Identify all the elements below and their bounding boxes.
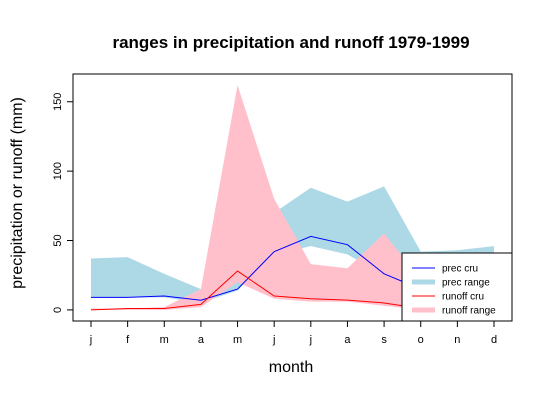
y-tick-label: 0: [52, 307, 64, 313]
x-tick-label: j: [89, 334, 92, 346]
x-tick-label: s: [381, 334, 387, 346]
chart-title: ranges in precipitation and runoff 1979-…: [112, 33, 469, 52]
y-tick-label: 100: [52, 162, 64, 180]
x-axis-label: month: [269, 359, 313, 376]
legend-label: runoff range: [442, 306, 496, 317]
x-tick-label: d: [491, 334, 497, 346]
legend-label: runoff cru: [442, 292, 484, 303]
x-tick-label: a: [344, 334, 351, 346]
y-tick-label: 150: [52, 93, 64, 111]
x-tick-label: j: [272, 334, 275, 346]
y-axis-label: precipitation or runoff (mm): [9, 97, 26, 289]
legend-label: prec range: [442, 278, 490, 289]
plot-frame: [72, 73, 513, 322]
x-tick-label: j: [309, 334, 312, 346]
axes-layer: 0 50 100 150 j f m a m j j a s o n d: [52, 73, 513, 346]
x-tick-label: a: [198, 334, 205, 346]
x-tick-label: n: [454, 334, 460, 346]
x-tick-label: f: [126, 334, 130, 346]
x-tick-label: o: [418, 334, 424, 346]
y-tick-label: 50: [52, 234, 64, 246]
legend-label: prec cru: [442, 264, 478, 275]
band-runoff-range: [91, 85, 494, 310]
legend: prec cru prec range runoff cru runoff range: [401, 252, 513, 322]
x-tick-label: m: [233, 334, 242, 346]
x-tick-label: m: [160, 334, 169, 346]
